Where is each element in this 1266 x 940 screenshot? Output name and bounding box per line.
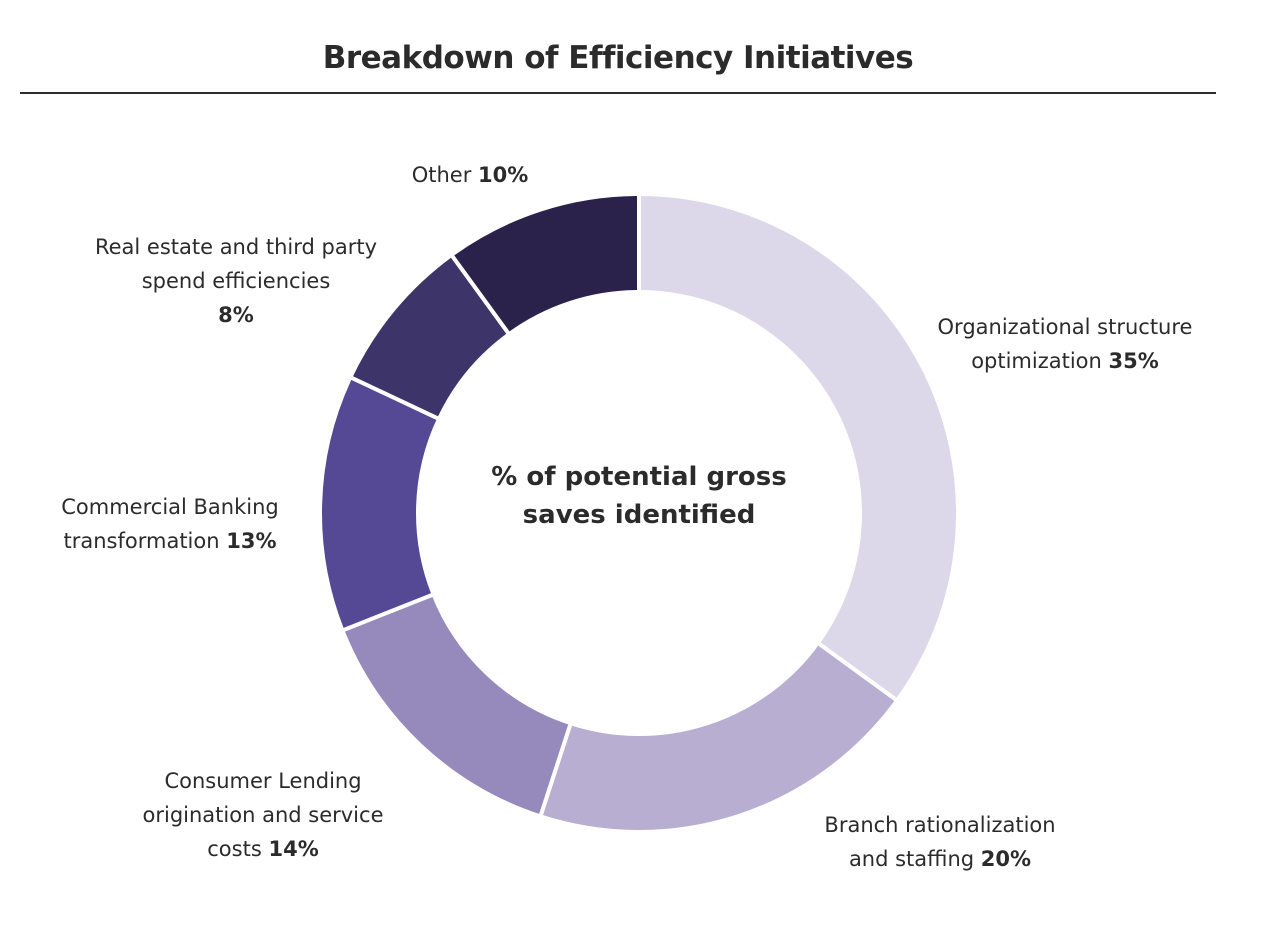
label-value: 35% — [1108, 349, 1159, 373]
donut-slice-5 — [448, 191, 641, 338]
donut-slice-0 — [637, 191, 960, 704]
label-text: Other — [411, 163, 472, 187]
slice-label-consumer-lending: Consumer Lending origination and service… — [122, 764, 404, 866]
slice-label-organizational: Organizational structure optimization 35… — [920, 310, 1210, 378]
center-label: % of potential gross saves identified — [491, 462, 787, 530]
slice-label-branch: Branch rationalization and staffing 20% — [805, 808, 1075, 876]
donut-slice-1 — [537, 640, 900, 834]
slice-label-other: Other 10% — [390, 158, 550, 192]
label-value: 20% — [980, 847, 1032, 871]
label-text: Consumer Lending origination and service… — [142, 769, 384, 861]
label-value: 14% — [268, 837, 319, 861]
label-value: 10% — [478, 163, 529, 187]
slice-label-commercial-banking: Commercial Banking transformation 13% — [40, 490, 300, 558]
label-text: Organizational structure optimization — [937, 315, 1193, 373]
label-value: 8% — [218, 303, 254, 327]
label-text: Commercial Banking transformation — [61, 495, 279, 553]
label-text: Branch rationalization and staffing — [824, 813, 1056, 871]
title-divider — [20, 92, 1216, 94]
slice-label-real-estate: Real estate and third party spend effici… — [90, 230, 382, 332]
donut-slice-3 — [318, 374, 442, 634]
label-text: Real estate and third party spend effici… — [94, 235, 378, 293]
chart-title: Breakdown of Efficiency Initiatives — [322, 40, 914, 76]
label-value: 13% — [226, 529, 277, 553]
